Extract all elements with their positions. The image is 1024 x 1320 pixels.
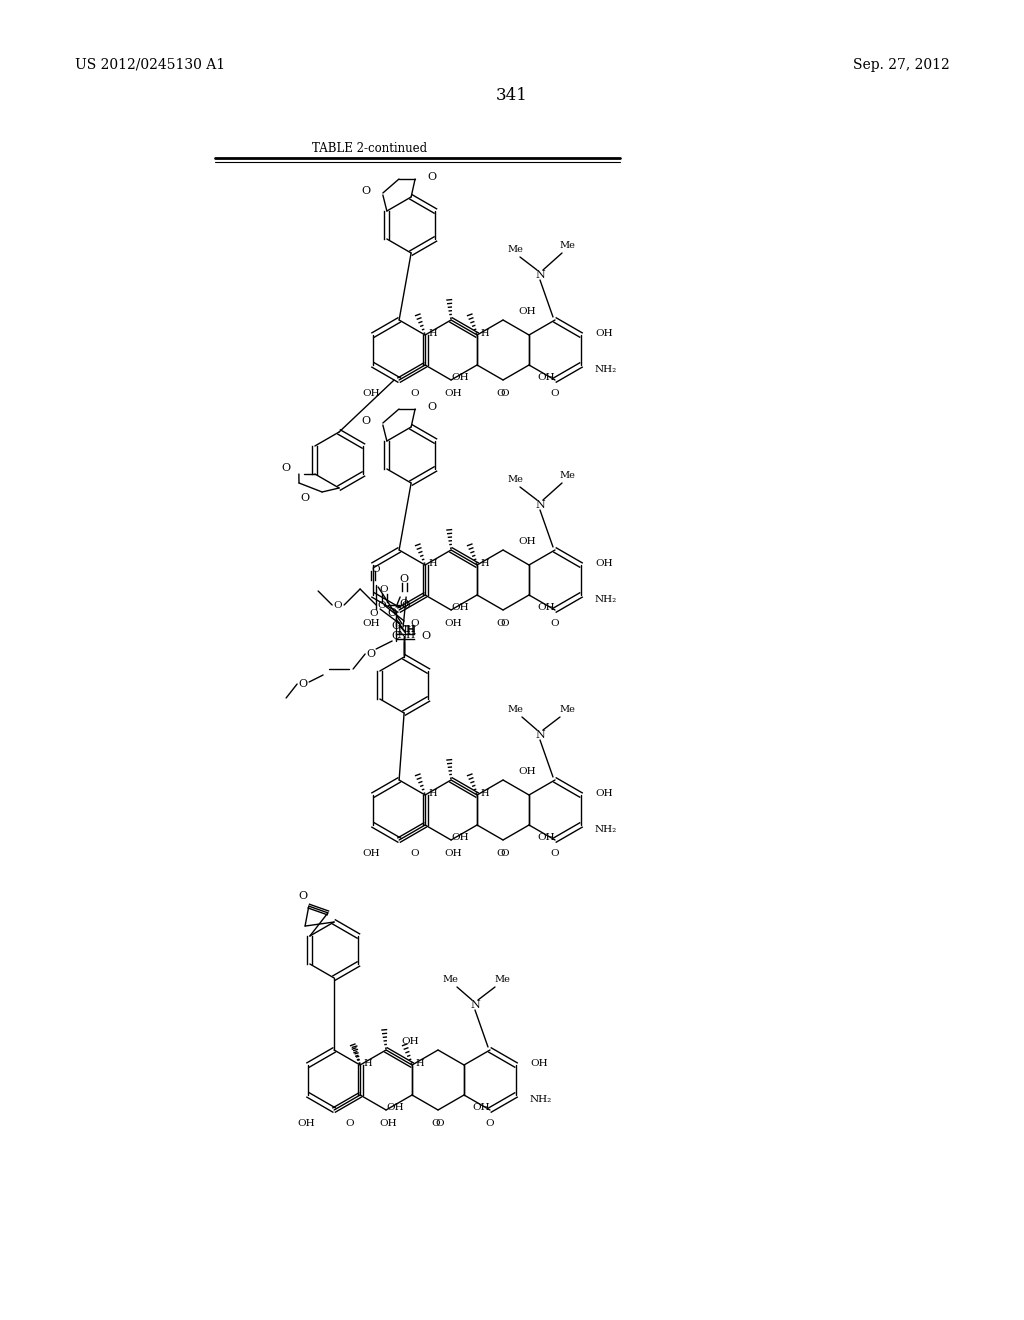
Text: OH: OH	[379, 1119, 397, 1129]
Text: OH: OH	[362, 389, 380, 399]
Text: O: O	[346, 1119, 354, 1129]
Text: OH: OH	[452, 833, 469, 842]
Text: NH₂: NH₂	[595, 595, 617, 605]
Text: C: C	[392, 631, 400, 642]
Text: N: N	[536, 271, 545, 280]
Text: O: O	[501, 850, 509, 858]
Text: Me: Me	[559, 470, 574, 479]
Text: O: O	[372, 565, 381, 573]
Text: N: N	[536, 730, 545, 741]
Text: OH: OH	[518, 537, 536, 546]
Text: H: H	[364, 1059, 373, 1068]
Text: OH: OH	[595, 788, 612, 797]
Text: N: N	[536, 500, 545, 510]
Text: O: O	[334, 601, 342, 610]
Text: OH: OH	[518, 308, 536, 317]
Text: OH: OH	[595, 558, 612, 568]
Text: O: O	[432, 1119, 440, 1129]
Text: O: O	[501, 619, 509, 628]
Text: OH: OH	[472, 1102, 489, 1111]
Text: OH: OH	[297, 1119, 315, 1129]
Text: O: O	[427, 403, 436, 412]
Text: NH₂: NH₂	[530, 1096, 552, 1105]
Text: O: O	[370, 609, 379, 618]
Text: US 2012/0245130 A1: US 2012/0245130 A1	[75, 58, 225, 73]
Text: H: H	[429, 558, 437, 568]
Text: Me: Me	[507, 705, 523, 714]
Text: H: H	[429, 788, 437, 797]
Text: OH: OH	[362, 619, 380, 628]
Text: OH: OH	[537, 372, 555, 381]
Text: NH: NH	[397, 624, 415, 634]
Text: OH: OH	[537, 602, 555, 611]
Text: O: O	[427, 172, 436, 182]
Text: O: O	[387, 609, 396, 618]
Text: OH: OH	[386, 1102, 404, 1111]
Text: O: O	[401, 601, 411, 610]
Text: OH: OH	[401, 1038, 419, 1047]
Text: O: O	[300, 492, 309, 503]
Text: O: O	[411, 619, 420, 628]
Text: Me: Me	[507, 244, 523, 253]
Text: TABLE 2-continued: TABLE 2-continued	[312, 141, 428, 154]
Text: H: H	[480, 558, 489, 568]
Text: O: O	[378, 601, 386, 610]
Text: O: O	[391, 620, 400, 631]
Text: NH: NH	[397, 624, 415, 634]
Text: O: O	[399, 574, 409, 583]
Text: Me: Me	[559, 705, 574, 714]
Text: OH: OH	[444, 389, 462, 399]
Text: Sep. 27, 2012: Sep. 27, 2012	[853, 58, 950, 73]
Text: O: O	[497, 850, 506, 858]
Text: NH: NH	[397, 631, 415, 639]
Text: O: O	[497, 389, 506, 399]
Text: OH: OH	[518, 767, 536, 776]
Text: O: O	[411, 850, 420, 858]
Text: O: O	[367, 649, 376, 659]
Text: NH₂: NH₂	[595, 825, 617, 834]
Text: H: H	[480, 329, 489, 338]
Text: OH: OH	[452, 372, 469, 381]
Text: O: O	[422, 631, 431, 642]
Text: N: N	[470, 1001, 480, 1010]
Text: O: O	[399, 599, 409, 609]
Text: NH₂: NH₂	[595, 366, 617, 375]
Text: Me: Me	[559, 240, 574, 249]
Text: OH: OH	[595, 329, 612, 338]
Text: 341: 341	[496, 87, 528, 103]
Text: O: O	[551, 389, 559, 399]
Text: O: O	[501, 389, 509, 399]
Text: O: O	[411, 389, 420, 399]
Text: O: O	[485, 1119, 495, 1129]
Text: O: O	[551, 619, 559, 628]
Text: OH: OH	[362, 850, 380, 858]
Text: OH: OH	[444, 850, 462, 858]
Text: OH: OH	[444, 619, 462, 628]
Text: O: O	[380, 585, 388, 594]
Text: H: H	[416, 1059, 424, 1068]
Text: O: O	[551, 850, 559, 858]
Text: O: O	[497, 619, 506, 628]
Text: Me: Me	[442, 974, 458, 983]
Text: O: O	[282, 463, 291, 473]
Text: O: O	[361, 416, 371, 426]
Text: O: O	[436, 1119, 444, 1129]
Text: O: O	[361, 186, 371, 195]
Text: Me: Me	[494, 974, 510, 983]
Text: H: H	[480, 788, 489, 797]
Text: Me: Me	[507, 474, 523, 483]
Text: OH: OH	[530, 1059, 548, 1068]
Text: OH: OH	[452, 602, 469, 611]
Text: OH: OH	[537, 833, 555, 842]
Text: O: O	[298, 891, 307, 900]
Text: H: H	[429, 329, 437, 338]
Text: O: O	[299, 678, 307, 689]
Text: NH: NH	[397, 626, 417, 636]
